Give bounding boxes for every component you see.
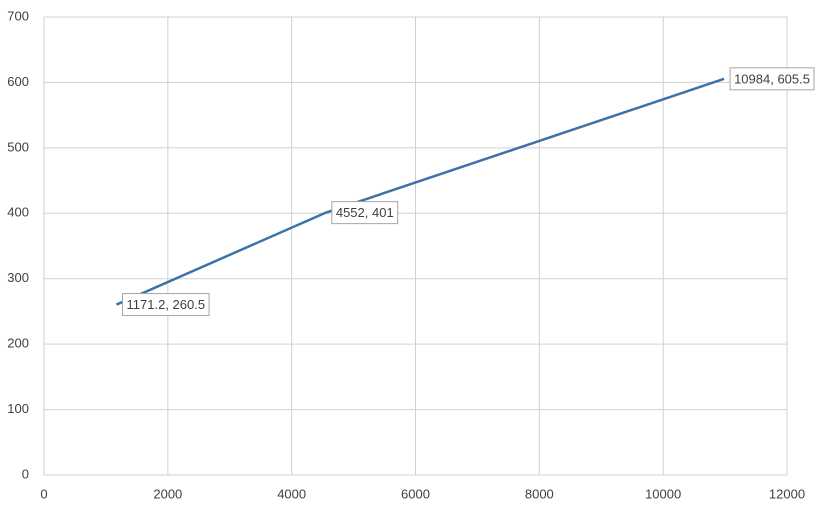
data-label: 4552, 401 — [336, 205, 394, 220]
y-tick-label: 500 — [7, 139, 29, 154]
data-label: 1171.2, 260.5 — [127, 297, 206, 312]
x-tick-label: 6000 — [401, 486, 430, 501]
y-tick-label: 700 — [7, 8, 29, 23]
y-tick-label: 200 — [7, 336, 29, 351]
x-tick-label: 8000 — [525, 486, 554, 501]
data-label-box — [331, 201, 399, 225]
y-tick-label: 100 — [7, 401, 29, 416]
x-tick-label: 2000 — [153, 486, 182, 501]
data-label: 10984, 605.5 — [734, 71, 810, 86]
y-tick-label: 0 — [22, 466, 29, 481]
x-tick-label: 0 — [40, 486, 47, 501]
y-tick-label: 600 — [7, 74, 29, 89]
data-label-box — [729, 67, 815, 91]
y-tick-label: 300 — [7, 270, 29, 285]
x-tick-label: 10000 — [645, 486, 681, 501]
x-tick-label: 12000 — [769, 486, 805, 501]
x-tick-label: 4000 — [277, 486, 306, 501]
data-label-box — [122, 293, 210, 317]
y-tick-label: 400 — [7, 205, 29, 220]
data-line — [116, 77, 725, 306]
